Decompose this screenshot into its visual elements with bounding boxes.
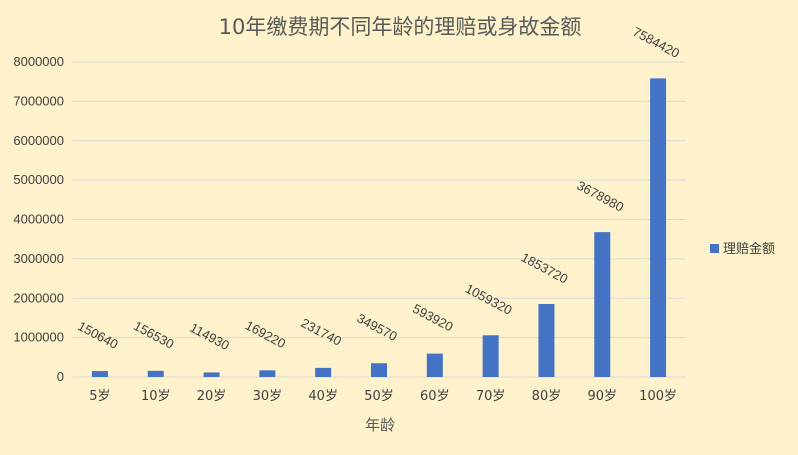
legend-swatch (710, 244, 719, 253)
y-tick-label: 3000000 (13, 251, 64, 266)
bar[interactable] (650, 78, 667, 377)
data-label: 593920 (410, 301, 455, 335)
data-labels: 150640 156530 114930 169220 231740 349570 5939… (75, 24, 682, 353)
y-tick-label: 1000000 (13, 330, 64, 345)
x-tick-label: 80岁 (532, 389, 562, 404)
x-tick-label: 40岁 (308, 389, 338, 404)
y-tick-label: 2000000 (13, 290, 64, 305)
bar[interactable] (594, 232, 611, 377)
bar[interactable] (259, 370, 276, 377)
y-axis-ticks: 0 1000000 2000000 3000000 4000000 5000000 6000… (13, 54, 64, 384)
x-tick-label: 100岁 (639, 389, 677, 404)
x-axis-label: 年龄 (365, 416, 395, 434)
x-tick-label: 5岁 (89, 389, 110, 404)
x-tick-label: 30岁 (253, 389, 283, 404)
data-label: 156530 (131, 318, 176, 352)
bars (91, 78, 667, 377)
y-tick-label: 8000000 (13, 54, 64, 69)
x-axis-ticks: 5岁 10岁 20岁 30岁 40岁 50岁 60岁 70岁 80岁 90岁 100岁 (89, 389, 677, 404)
data-label: 1059320 (463, 281, 515, 318)
y-tick-label: 0 (57, 369, 64, 384)
y-tick-label: 4000000 (13, 212, 64, 227)
data-label: 7584420 (630, 24, 682, 61)
y-tick-label: 7000000 (13, 93, 64, 108)
bar[interactable] (482, 335, 499, 377)
chart-title: 10年缴费期不同年龄的理赔或身故金额 (219, 15, 582, 39)
data-label: 150640 (75, 318, 120, 352)
bar[interactable] (426, 353, 443, 377)
data-label: 231740 (299, 315, 344, 349)
bar[interactable] (538, 304, 555, 377)
data-label: 1853720 (519, 250, 571, 287)
x-tick-label: 70岁 (476, 389, 506, 404)
legend[interactable]: 理赔金额 (710, 241, 775, 257)
x-tick-label: 20岁 (197, 389, 227, 404)
y-tick-label: 5000000 (13, 172, 64, 187)
data-label: 169220 (243, 318, 288, 352)
data-label: 114930 (187, 320, 231, 353)
bar[interactable] (203, 372, 220, 377)
x-tick-label: 90岁 (587, 389, 617, 404)
x-tick-label: 10岁 (141, 389, 171, 404)
x-tick-label: 60岁 (420, 389, 450, 404)
bar[interactable] (315, 367, 332, 377)
data-label: 3678980 (575, 178, 627, 215)
legend-label: 理赔金额 (723, 241, 775, 257)
gridlines (72, 61, 686, 378)
bar[interactable] (147, 370, 164, 377)
bar[interactable] (91, 371, 108, 377)
x-tick-label: 50岁 (364, 389, 394, 404)
y-tick-label: 6000000 (13, 133, 64, 148)
data-label: 349570 (354, 310, 399, 344)
bar[interactable] (371, 363, 387, 377)
